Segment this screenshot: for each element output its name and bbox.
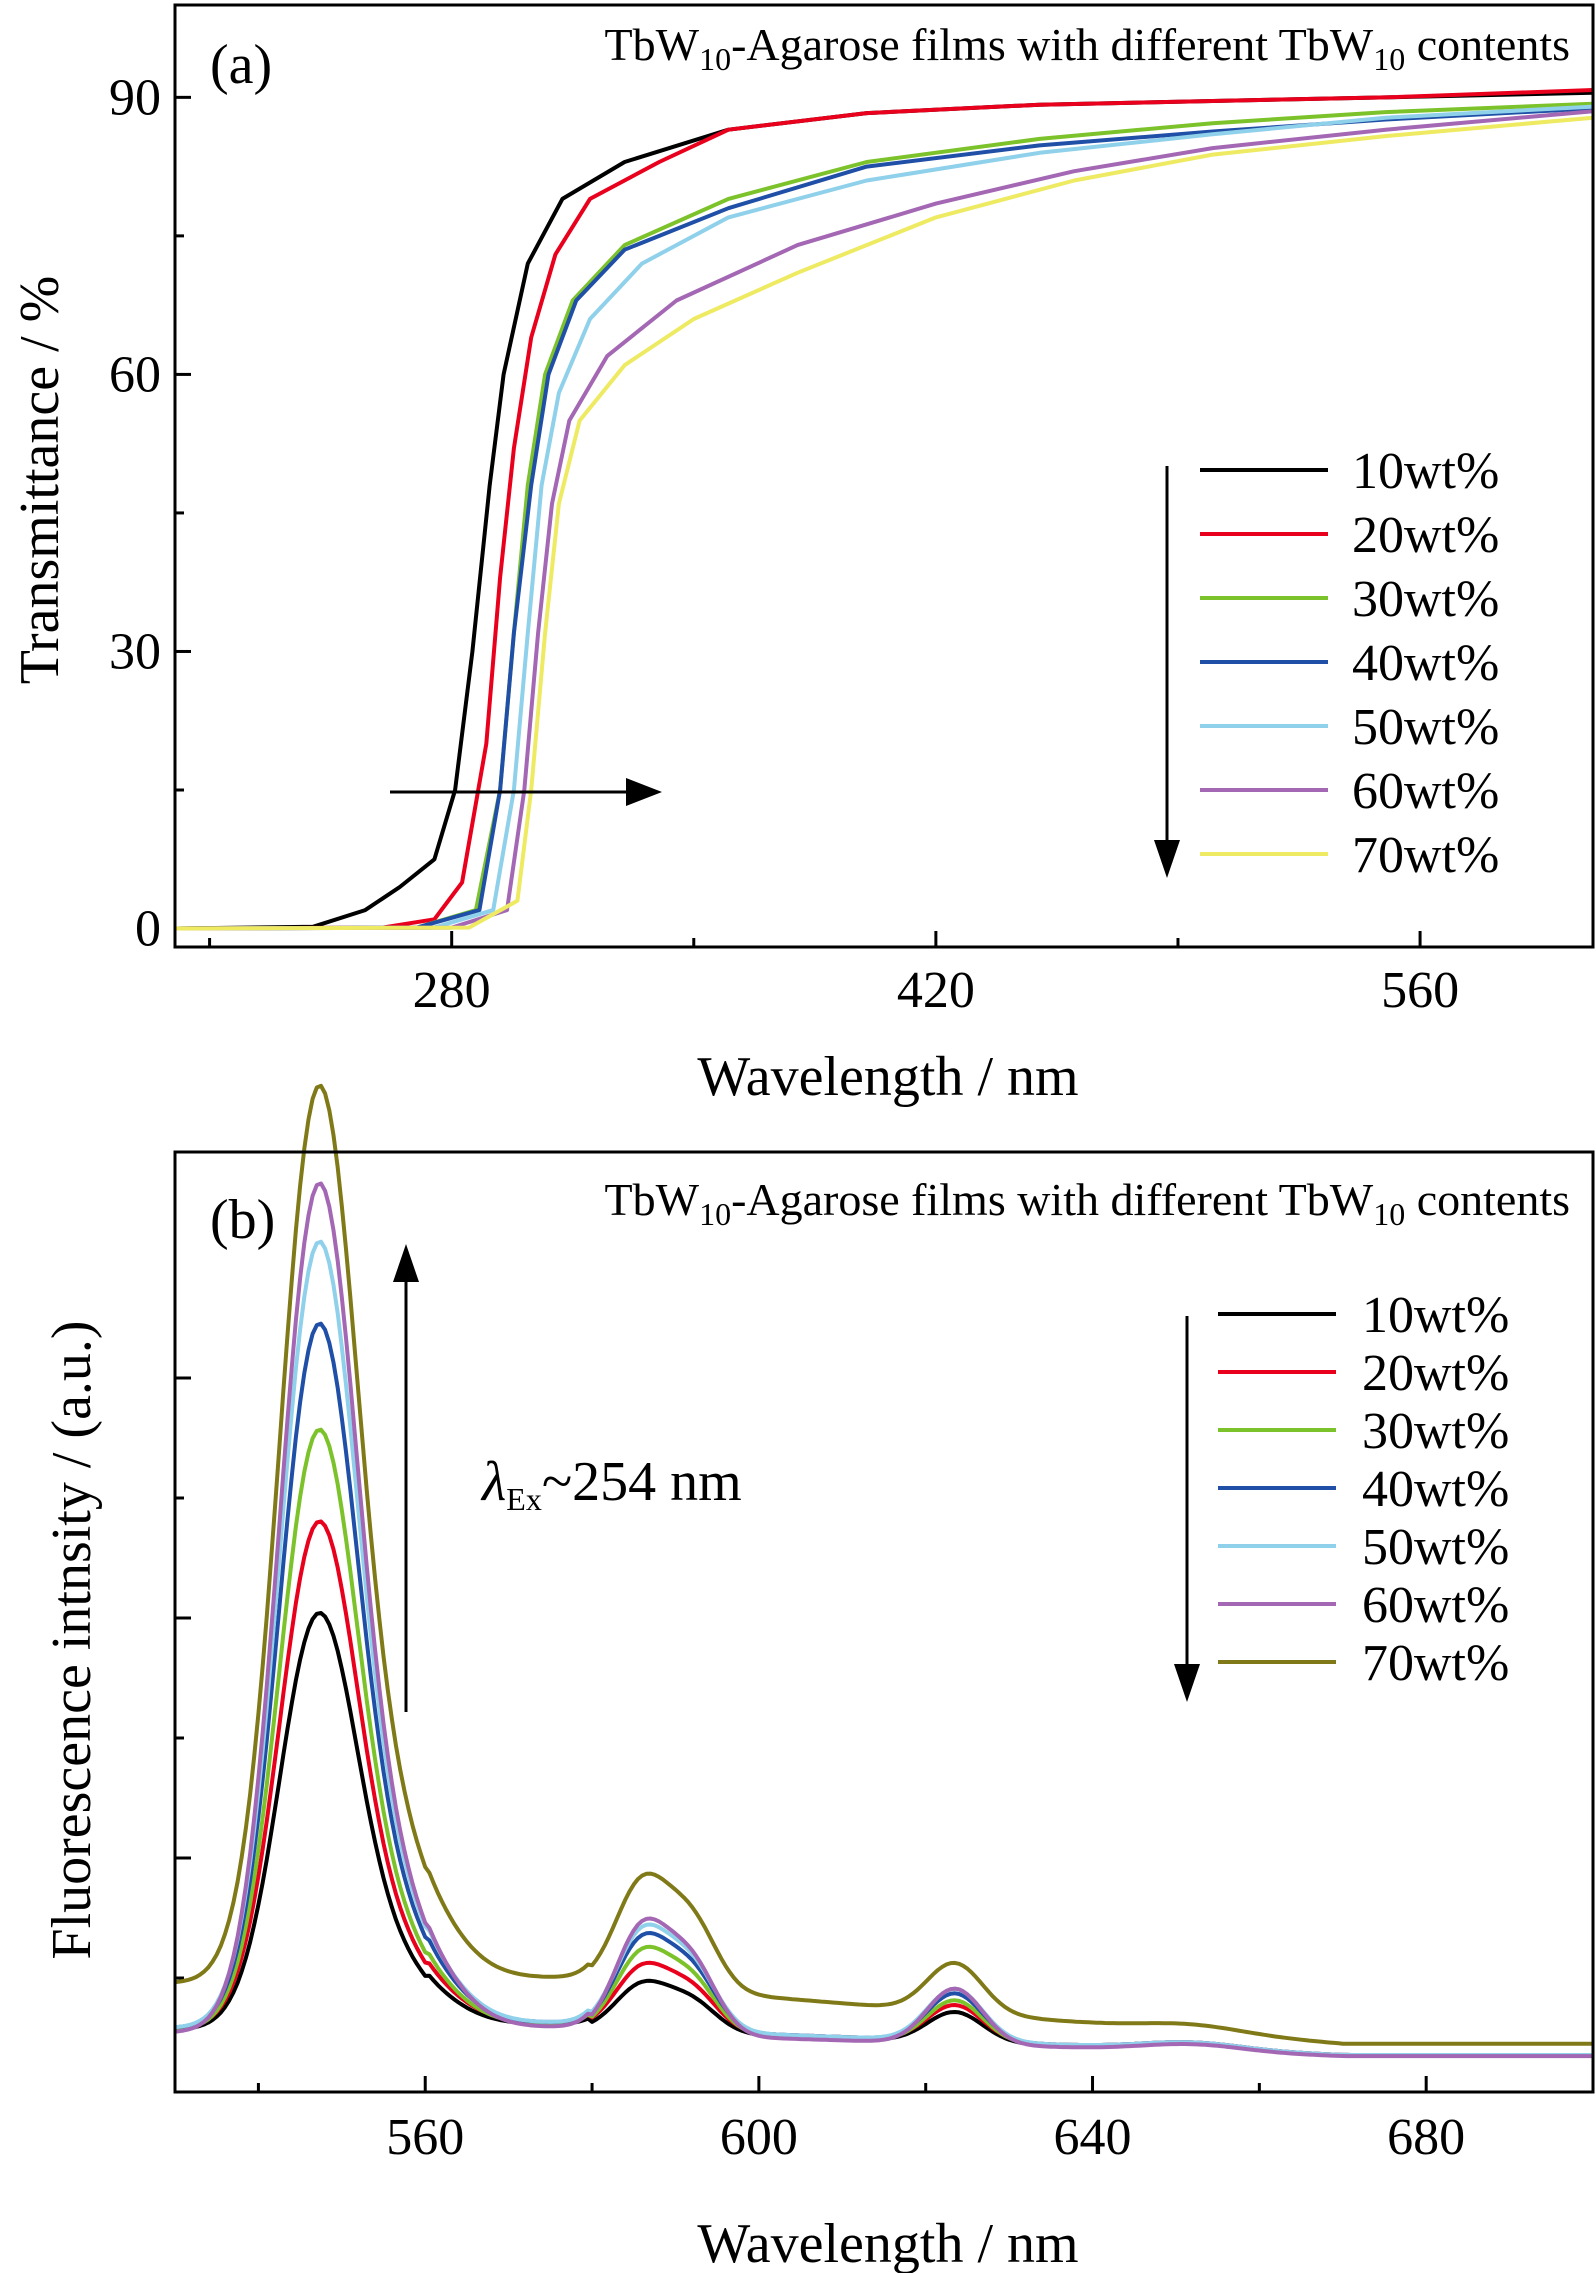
panel-a-legend: 10wt% 20wt% 30wt% 40wt% 50wt% 60wt% 70wt% [1200, 443, 1499, 884]
panel-b-x-axis-title: Wavelength / nm [697, 2213, 1078, 2273]
panel-a-y-axis-title: Transmittance / % [9, 276, 71, 685]
panel-a-y-tick-label: 0 [135, 901, 161, 958]
panel-a-x-tick-label: 280 [413, 962, 491, 1019]
panel-a-title: TbW10-Agarose films with different TbW10… [605, 19, 1570, 77]
panel-b-legend-label: 40wt% [1362, 1461, 1509, 1518]
panel-b-legend-arrowhead [1174, 1664, 1200, 1702]
panel-b-tag: (b) [210, 1189, 275, 1251]
panel-b-legend-label: 10wt% [1362, 1287, 1509, 1344]
panel-a-tag: (a) [210, 34, 272, 96]
panel-a-x-tick-label: 560 [1381, 962, 1459, 1019]
panel-b-legend-label: 60wt% [1362, 1577, 1509, 1634]
panel-b-x-tick-label: 560 [386, 2109, 464, 2166]
panel-b-legend-label: 50wt% [1362, 1519, 1509, 1576]
panel-a-legend-arrowhead [1154, 840, 1180, 878]
panel-b-intensity-arrowhead [393, 1244, 419, 1282]
panel-b-ticks: 560 600 640 680 [175, 1376, 1595, 2166]
panel-a-y-tick-label: 30 [109, 623, 161, 680]
panel-a-legend-label: 10wt% [1352, 443, 1499, 500]
panel-a-series-line-20wtpct [174, 88, 1594, 931]
panel-b-series-line-60wtpct [174, 1181, 1593, 2059]
panel-a-x-tick-label: 420 [897, 962, 975, 1019]
panel-b-series-line-70wtpct [174, 1083, 1594, 2046]
panel-a-series-line-40wtpct [174, 106, 1594, 931]
panel-a-frame [173, 3, 1595, 949]
panel-b-title: TbW10-Agarose films with different TbW10… [605, 1174, 1570, 1232]
panel-a-legend-label: 30wt% [1352, 571, 1499, 628]
panel-a-legend-label: 50wt% [1352, 699, 1499, 756]
panel-b-legend-label: 70wt% [1362, 1635, 1509, 1692]
panel-a-legend-label: 70wt% [1352, 827, 1499, 884]
panel-a-legend-label: 40wt% [1352, 635, 1499, 692]
panel-a-y-tick-label: 60 [109, 346, 161, 403]
panel-b-legend: 10wt%20wt%30wt%40wt%50wt%60wt%70wt% [1218, 1287, 1509, 1692]
panel-a-lines [174, 88, 1594, 931]
panel-b-y-axis-title: Fluorescence intnsity / (a.u.) [41, 1320, 103, 1959]
panel-b-x-tick-label: 640 [1054, 2109, 1132, 2166]
panel-a-x-axis-title: Wavelength / nm [697, 1046, 1078, 1108]
panel-a-series-line-70wtpct [174, 115, 1594, 931]
panel-b-x-tick-label: 680 [1387, 2109, 1465, 2166]
panel-b-legend-label: 20wt% [1362, 1345, 1509, 1402]
panel-b-frame [173, 1150, 1595, 2094]
panel-a: 280 420 560 0 30 60 90 (a) TbW10-Agarose films… [9, 3, 1595, 1108]
panel-b: 560 600 640 680 (b) TbW10-Agarose films wit… [41, 1083, 1595, 2273]
panel-b-lines [174, 1083, 1594, 2059]
panel-a-series-line-60wtpct [174, 109, 1594, 931]
panel-a-series-line-50wtpct [174, 104, 1594, 931]
panel-b-x-tick-label: 600 [720, 2109, 798, 2166]
panel-b-legend-label: 30wt% [1362, 1403, 1509, 1460]
panel-b-excitation-label: λEx~254 nm [480, 1451, 742, 1517]
panel-a-series-line-30wtpct [174, 101, 1594, 931]
panel-a-legend-label: 20wt% [1352, 507, 1499, 564]
panel-a-shift-arrowhead [626, 778, 662, 806]
panel-a-ticks: 280 420 560 0 30 60 90 [109, 69, 1459, 1019]
panel-a-legend-label: 60wt% [1352, 763, 1499, 820]
panel-a-y-tick-label: 90 [109, 69, 161, 126]
